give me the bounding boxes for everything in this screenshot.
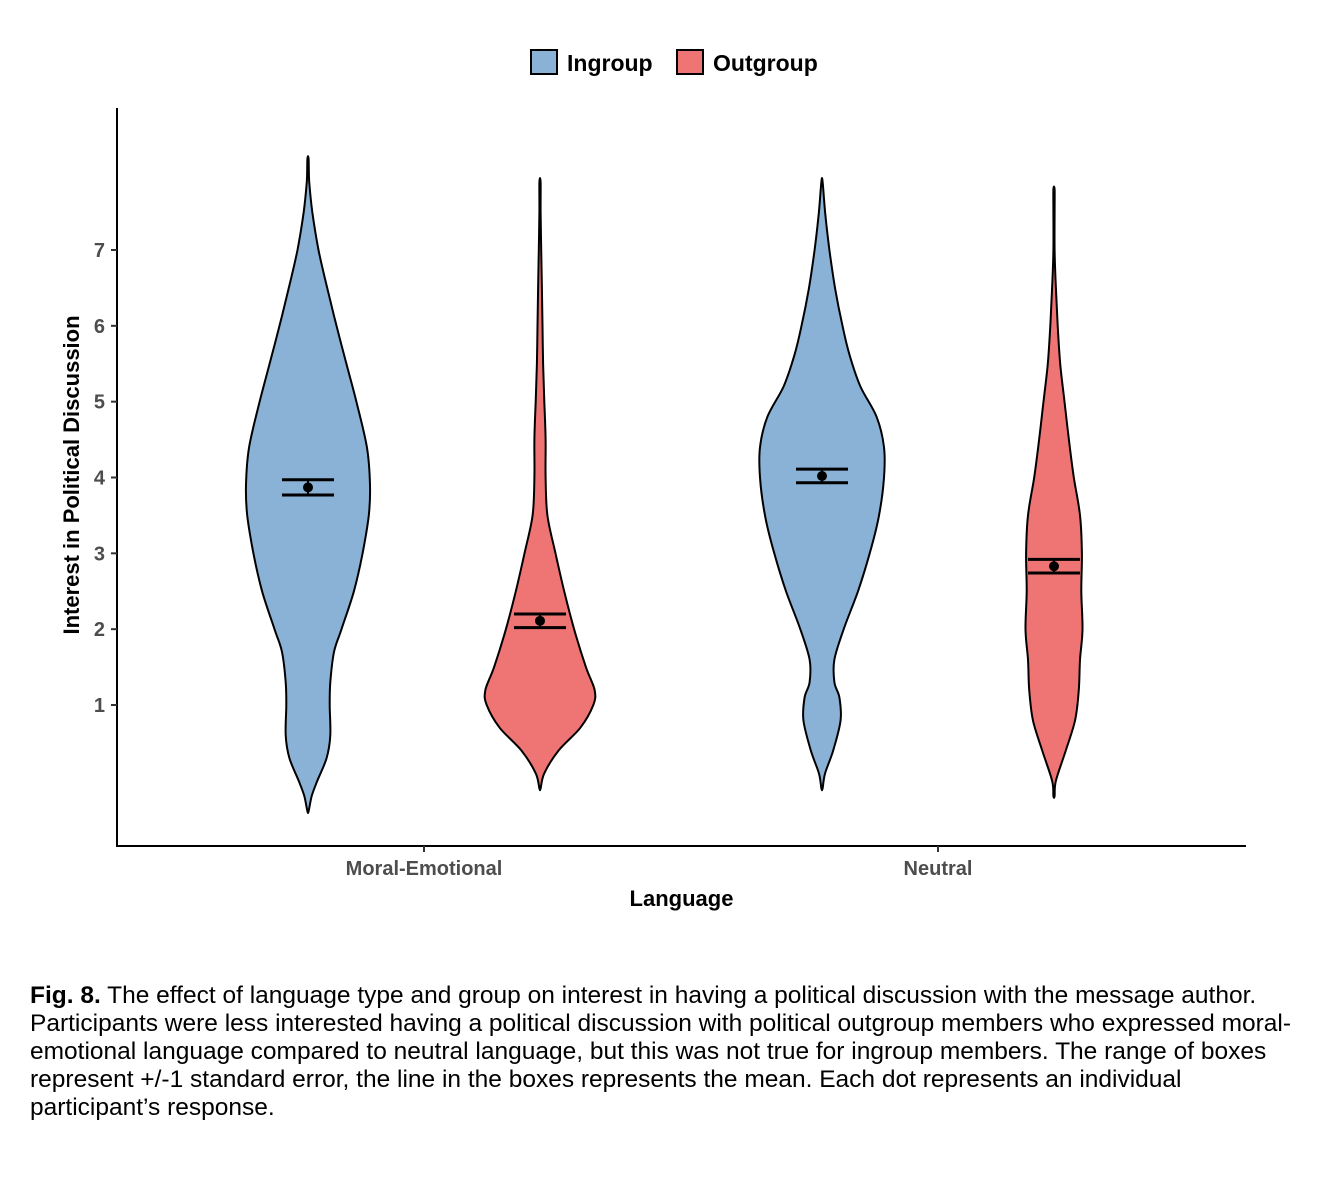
violin-outgroup-neutral [1024,185,1084,799]
legend-swatch [676,49,704,75]
x-ticks: Moral-Emotional Neutral [346,846,973,880]
y-tick-label: 4 [94,468,106,490]
legend-label: Outgroup [713,50,818,76]
mean-point [817,470,827,481]
error-bars [282,467,1080,630]
x-tick-label: Moral-Emotional [346,858,503,880]
caption-label: Fig. 8. [30,982,101,1009]
x-axis-title: Language [630,886,734,911]
legend-label: Ingroup [567,50,653,76]
figure-caption: Fig. 8. The effect of language type and … [30,982,1300,1122]
y-axis-title: Interest in Political Discussion [59,315,84,634]
violin-outgroup-moral-emotional [483,176,597,792]
legend: Ingroup Outgroup [530,49,818,76]
violins [244,155,1084,815]
mean-point [1049,561,1059,572]
mean-point [303,482,313,493]
y-ticks: 1 2 3 4 5 6 7 [94,240,117,717]
y-tick-label: 6 [94,316,105,338]
legend-item-ingroup: Ingroup [530,49,653,76]
x-tick-label: Neutral [904,858,973,880]
error-bar [514,612,566,630]
error-bar [1028,557,1080,575]
y-tick-label: 1 [94,695,105,717]
legend-swatch [530,49,558,75]
y-tick-label: 3 [94,543,105,565]
y-tick-label: 2 [94,619,105,641]
error-bar [796,467,848,485]
caption-text: The effect of language type and group on… [30,982,1291,1121]
legend-item-outgroup: Outgroup [676,49,818,76]
mean-point [535,615,545,626]
y-tick-label: 5 [94,392,105,414]
error-bar [282,478,334,497]
violin-chart: Ingroup Outgroup 1 2 3 4 5 6 7 Moral-Emotional N… [59,49,1246,911]
y-tick-label: 7 [94,240,105,262]
